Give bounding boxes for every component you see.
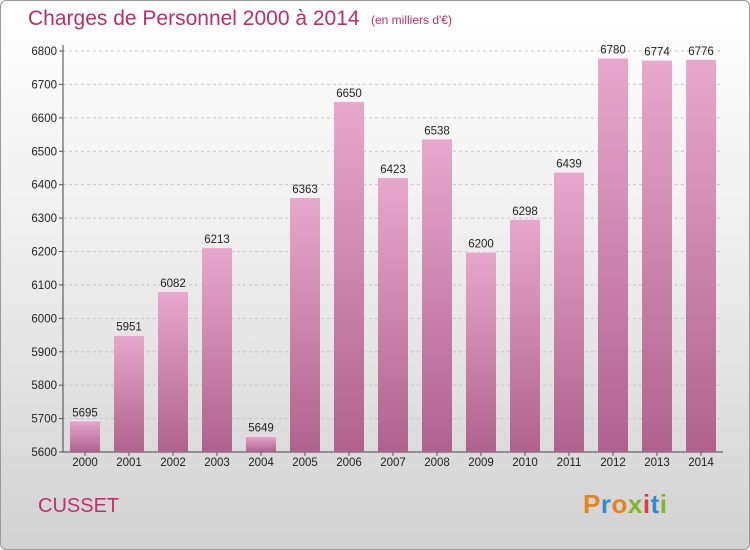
bar	[246, 435, 276, 452]
bar	[598, 57, 628, 452]
x-tick-label: 2010	[512, 457, 538, 469]
y-tick-label: 6300	[31, 213, 57, 225]
y-tick-label: 6600	[31, 113, 57, 125]
y-tick-label: 6000	[31, 313, 57, 325]
data-label: 6363	[292, 184, 318, 196]
y-tick-label: 5700	[31, 414, 57, 426]
bar	[686, 59, 716, 453]
data-label: 6780	[600, 45, 626, 57]
logo-letter: i	[642, 489, 651, 519]
data-label: 6776	[688, 46, 714, 58]
bar	[422, 138, 452, 452]
x-tick-label: 2011	[557, 457, 582, 469]
y-tick-label: 6200	[31, 247, 57, 259]
x-tick-label: 2007	[380, 457, 406, 469]
x-tick-label: 2000	[72, 457, 98, 469]
y-tick-label: 6100	[31, 280, 57, 292]
logo-letter: r	[600, 489, 612, 519]
x-tick-label: 2014	[688, 457, 714, 469]
logo-letter: o	[611, 489, 628, 519]
logo-letter: i	[659, 489, 668, 519]
x-tick-label: 2013	[644, 457, 670, 469]
data-label: 6650	[336, 88, 362, 100]
chart-title: Charges de Personnel 2000 à 2014	[28, 7, 360, 30]
x-tick-label: 2006	[336, 457, 362, 469]
y-tick-label: 6500	[31, 146, 57, 158]
bar	[334, 101, 364, 452]
proxiti-logo: Proxiti	[583, 489, 667, 520]
bar	[202, 247, 232, 452]
bar	[158, 290, 188, 452]
x-tick-label: 2005	[292, 457, 318, 469]
bar	[378, 176, 408, 452]
y-tick-label: 6800	[31, 46, 57, 58]
data-label: 6439	[556, 159, 582, 171]
x-tick-label: 2002	[160, 457, 186, 469]
y-tick-label: 6400	[31, 180, 57, 192]
bar	[642, 59, 672, 453]
data-label: 6200	[468, 239, 494, 251]
x-tick-label: 2001	[116, 457, 142, 469]
data-label: 6774	[644, 47, 670, 59]
x-tick-label: 2003	[204, 457, 230, 469]
chart-subtitle: (en milliers d'€)	[371, 13, 452, 27]
y-tick-label: 6700	[31, 79, 57, 91]
data-label: 6423	[380, 164, 406, 176]
data-label: 6213	[204, 234, 230, 246]
bar	[466, 251, 496, 452]
logo-letter: t	[650, 489, 660, 519]
city-label: CUSSET	[38, 495, 120, 517]
x-tick-label: 2009	[468, 457, 494, 469]
data-label: 6298	[512, 206, 538, 218]
bar	[554, 171, 584, 453]
y-tick-label: 5800	[31, 380, 57, 392]
x-tick-label: 2004	[248, 457, 274, 469]
data-label: 6082	[160, 278, 186, 290]
logo-letter: P	[583, 489, 601, 519]
logo-letter: x	[627, 489, 643, 519]
y-tick-label: 5600	[31, 447, 57, 459]
x-tick-label: 2008	[424, 457, 450, 469]
data-label: 5951	[116, 322, 142, 334]
data-label: 6538	[424, 126, 450, 138]
data-label: 5695	[72, 407, 98, 419]
bar	[70, 420, 100, 452]
y-tick-label: 5900	[31, 347, 57, 359]
bar	[114, 334, 144, 452]
x-tick-label: 2012	[600, 457, 626, 469]
data-label: 5649	[248, 423, 274, 435]
bar	[510, 218, 540, 452]
bar	[290, 197, 320, 452]
